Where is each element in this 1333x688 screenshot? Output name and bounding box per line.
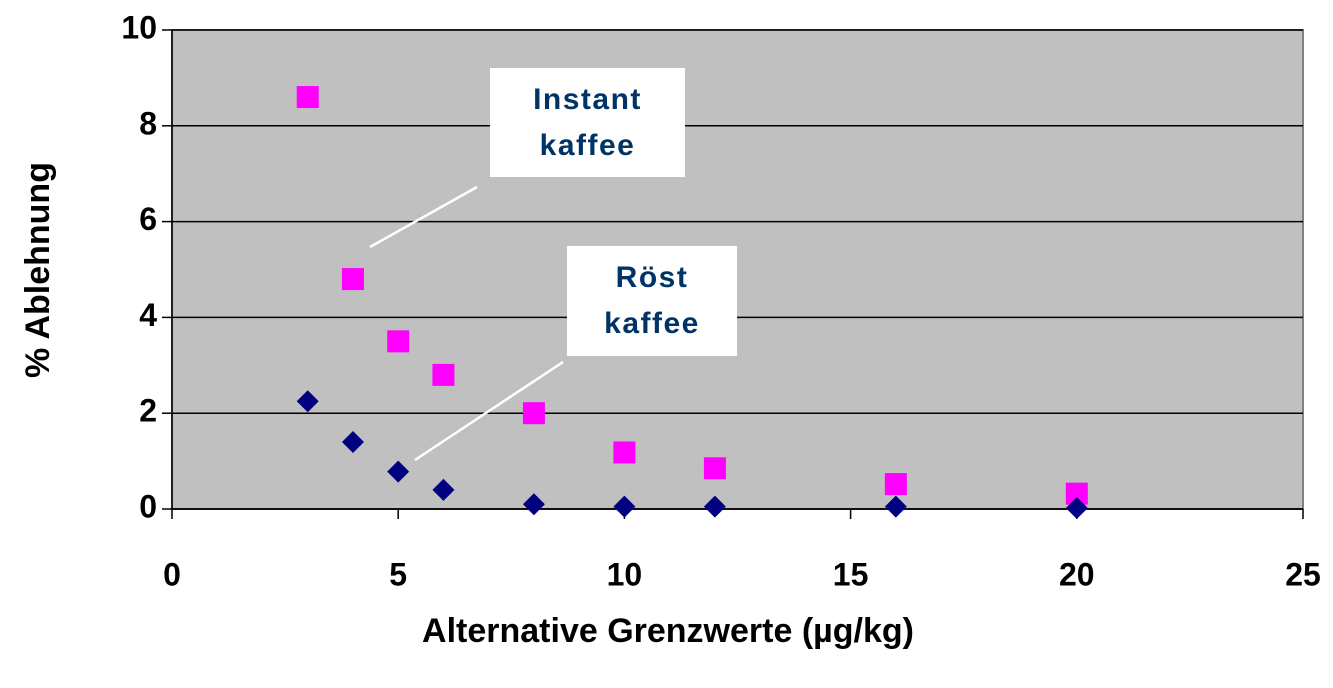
point: [387, 330, 410, 353]
point: [341, 268, 364, 291]
x-tick-label: 15: [833, 556, 869, 592]
x-tick-label: 20: [1059, 556, 1095, 592]
y-tick-label: 4: [139, 297, 157, 333]
y-tick-label: 10: [121, 9, 157, 45]
annotation-box: [567, 246, 737, 356]
y-axis-title: % Ablehnung: [19, 162, 57, 378]
leader-line: [369, 185, 478, 249]
point: [703, 495, 726, 518]
point: [341, 430, 364, 453]
point: [884, 473, 907, 496]
x-axis-title: Alternative Grenzwerte (µg/kg): [422, 612, 914, 650]
point: [1065, 497, 1088, 520]
annotation-text: Instant: [533, 83, 642, 116]
x-tick-label: 10: [607, 556, 643, 592]
x-tick-label: 0: [163, 556, 181, 592]
point: [432, 363, 455, 386]
y-tick-label: 2: [139, 393, 157, 429]
point: [884, 495, 907, 518]
point: [703, 457, 726, 480]
y-tick-label: 6: [139, 201, 157, 237]
y-tick-label: 0: [139, 488, 157, 524]
annotation-text: kaffee: [540, 129, 636, 162]
plot-area: [171, 29, 1304, 510]
point: [1065, 482, 1088, 505]
point: [613, 495, 636, 518]
annotation-text: Röst: [616, 261, 689, 294]
y-tick-label: 8: [139, 105, 157, 141]
point: [296, 86, 319, 109]
x-tick-label: 5: [389, 556, 407, 592]
point: [613, 441, 636, 464]
annotation-text: kaffee: [604, 307, 700, 340]
x-tick-label: 25: [1285, 556, 1321, 592]
point: [387, 460, 410, 483]
point: [522, 493, 545, 516]
leader-line: [414, 360, 564, 462]
point: [432, 478, 455, 501]
point: [522, 402, 545, 425]
point: [296, 390, 319, 413]
annotation-box: [490, 68, 685, 177]
